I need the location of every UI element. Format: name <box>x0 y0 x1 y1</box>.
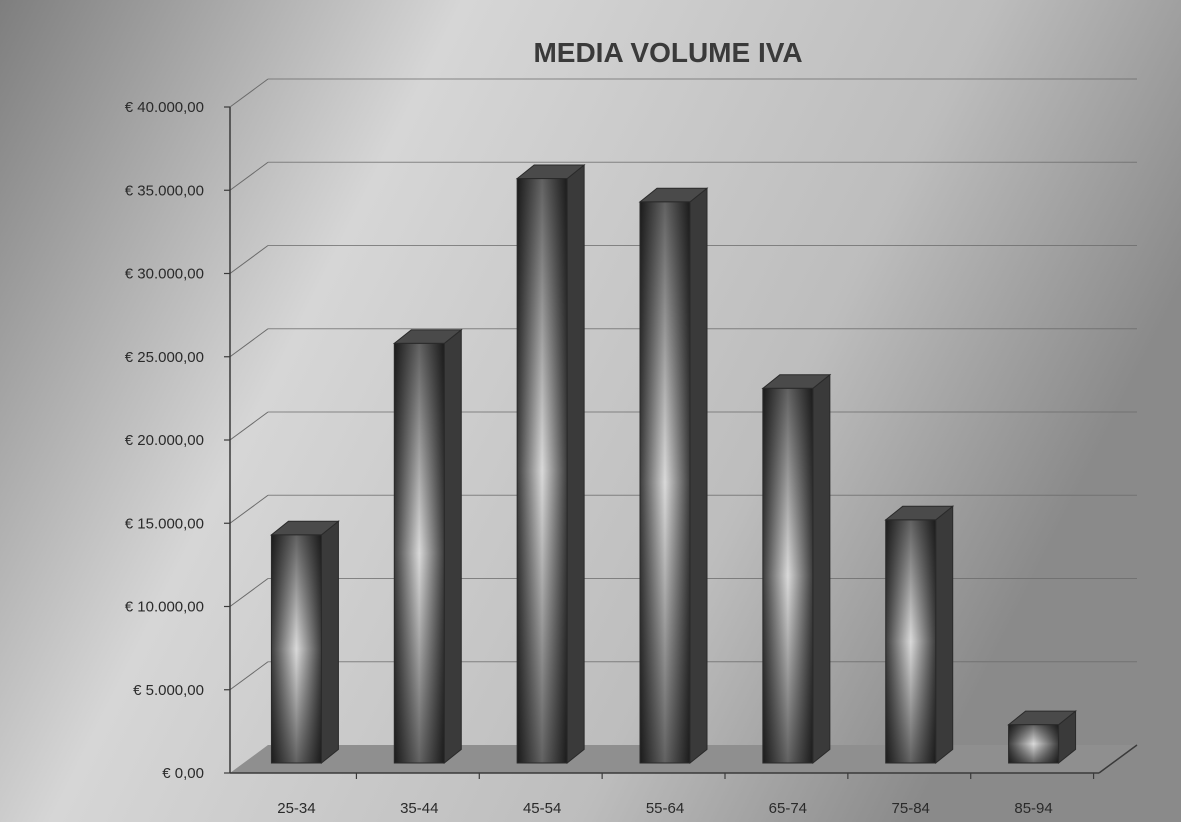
bar-side <box>812 373 831 765</box>
gridline-side <box>229 78 269 108</box>
x-tick-label: 55-64 <box>646 800 684 817</box>
gridline-side <box>229 161 269 191</box>
y-tick-label: € 0,00 <box>162 765 204 782</box>
x-tick-label: 75-84 <box>892 800 930 817</box>
bar-25-34 <box>270 520 340 765</box>
x-tick-label: 25-34 <box>277 800 315 817</box>
bar-front-shade <box>393 342 445 764</box>
bar-front-shade <box>516 178 568 764</box>
bar-front-shade <box>885 519 937 764</box>
bar-55-64 <box>638 187 709 765</box>
bar-65-74 <box>761 373 832 765</box>
y-tick-label: € 10.000,00 <box>125 599 204 616</box>
bar-front-shade <box>762 387 814 764</box>
bar-side <box>689 187 708 765</box>
x-tick-label: 45-54 <box>523 800 561 817</box>
chart-title: MEDIA VOLUME IVA <box>533 37 802 68</box>
gridline-side <box>229 578 269 607</box>
y-tick-label: € 5.000,00 <box>133 682 204 699</box>
gridline-side <box>229 494 269 524</box>
bar-45-54 <box>515 163 586 765</box>
bar-side <box>320 520 339 765</box>
gridline-side <box>229 328 269 358</box>
bar-front-shade <box>1008 724 1060 764</box>
y-tick-label: € 40.000,00 <box>125 99 204 116</box>
bar-front-shade <box>639 201 691 764</box>
bar-75-84 <box>884 505 955 765</box>
x-tick-label: 85-94 <box>1014 800 1052 817</box>
x-axis-depth <box>1098 744 1138 774</box>
y-tick-label: € 20.000,00 <box>125 432 204 449</box>
gridline-side <box>229 411 269 441</box>
bar-front-shade <box>270 534 322 764</box>
bar-35-44 <box>392 328 463 765</box>
y-tick-label: € 35.000,00 <box>125 182 204 199</box>
y-tick-label: € 25.000,00 <box>125 349 204 366</box>
bar-side <box>443 328 462 765</box>
bar-85-94 <box>1007 710 1077 765</box>
y-tick-label: € 30.000,00 <box>125 266 204 283</box>
y-tick-label: € 15.000,00 <box>125 515 204 532</box>
bar-side <box>566 163 585 765</box>
gridline-side <box>229 661 269 691</box>
x-tick-label: 35-44 <box>400 800 438 817</box>
gridline-side <box>229 245 269 274</box>
x-tick-label: 65-74 <box>769 800 807 817</box>
bar-side <box>935 505 954 765</box>
